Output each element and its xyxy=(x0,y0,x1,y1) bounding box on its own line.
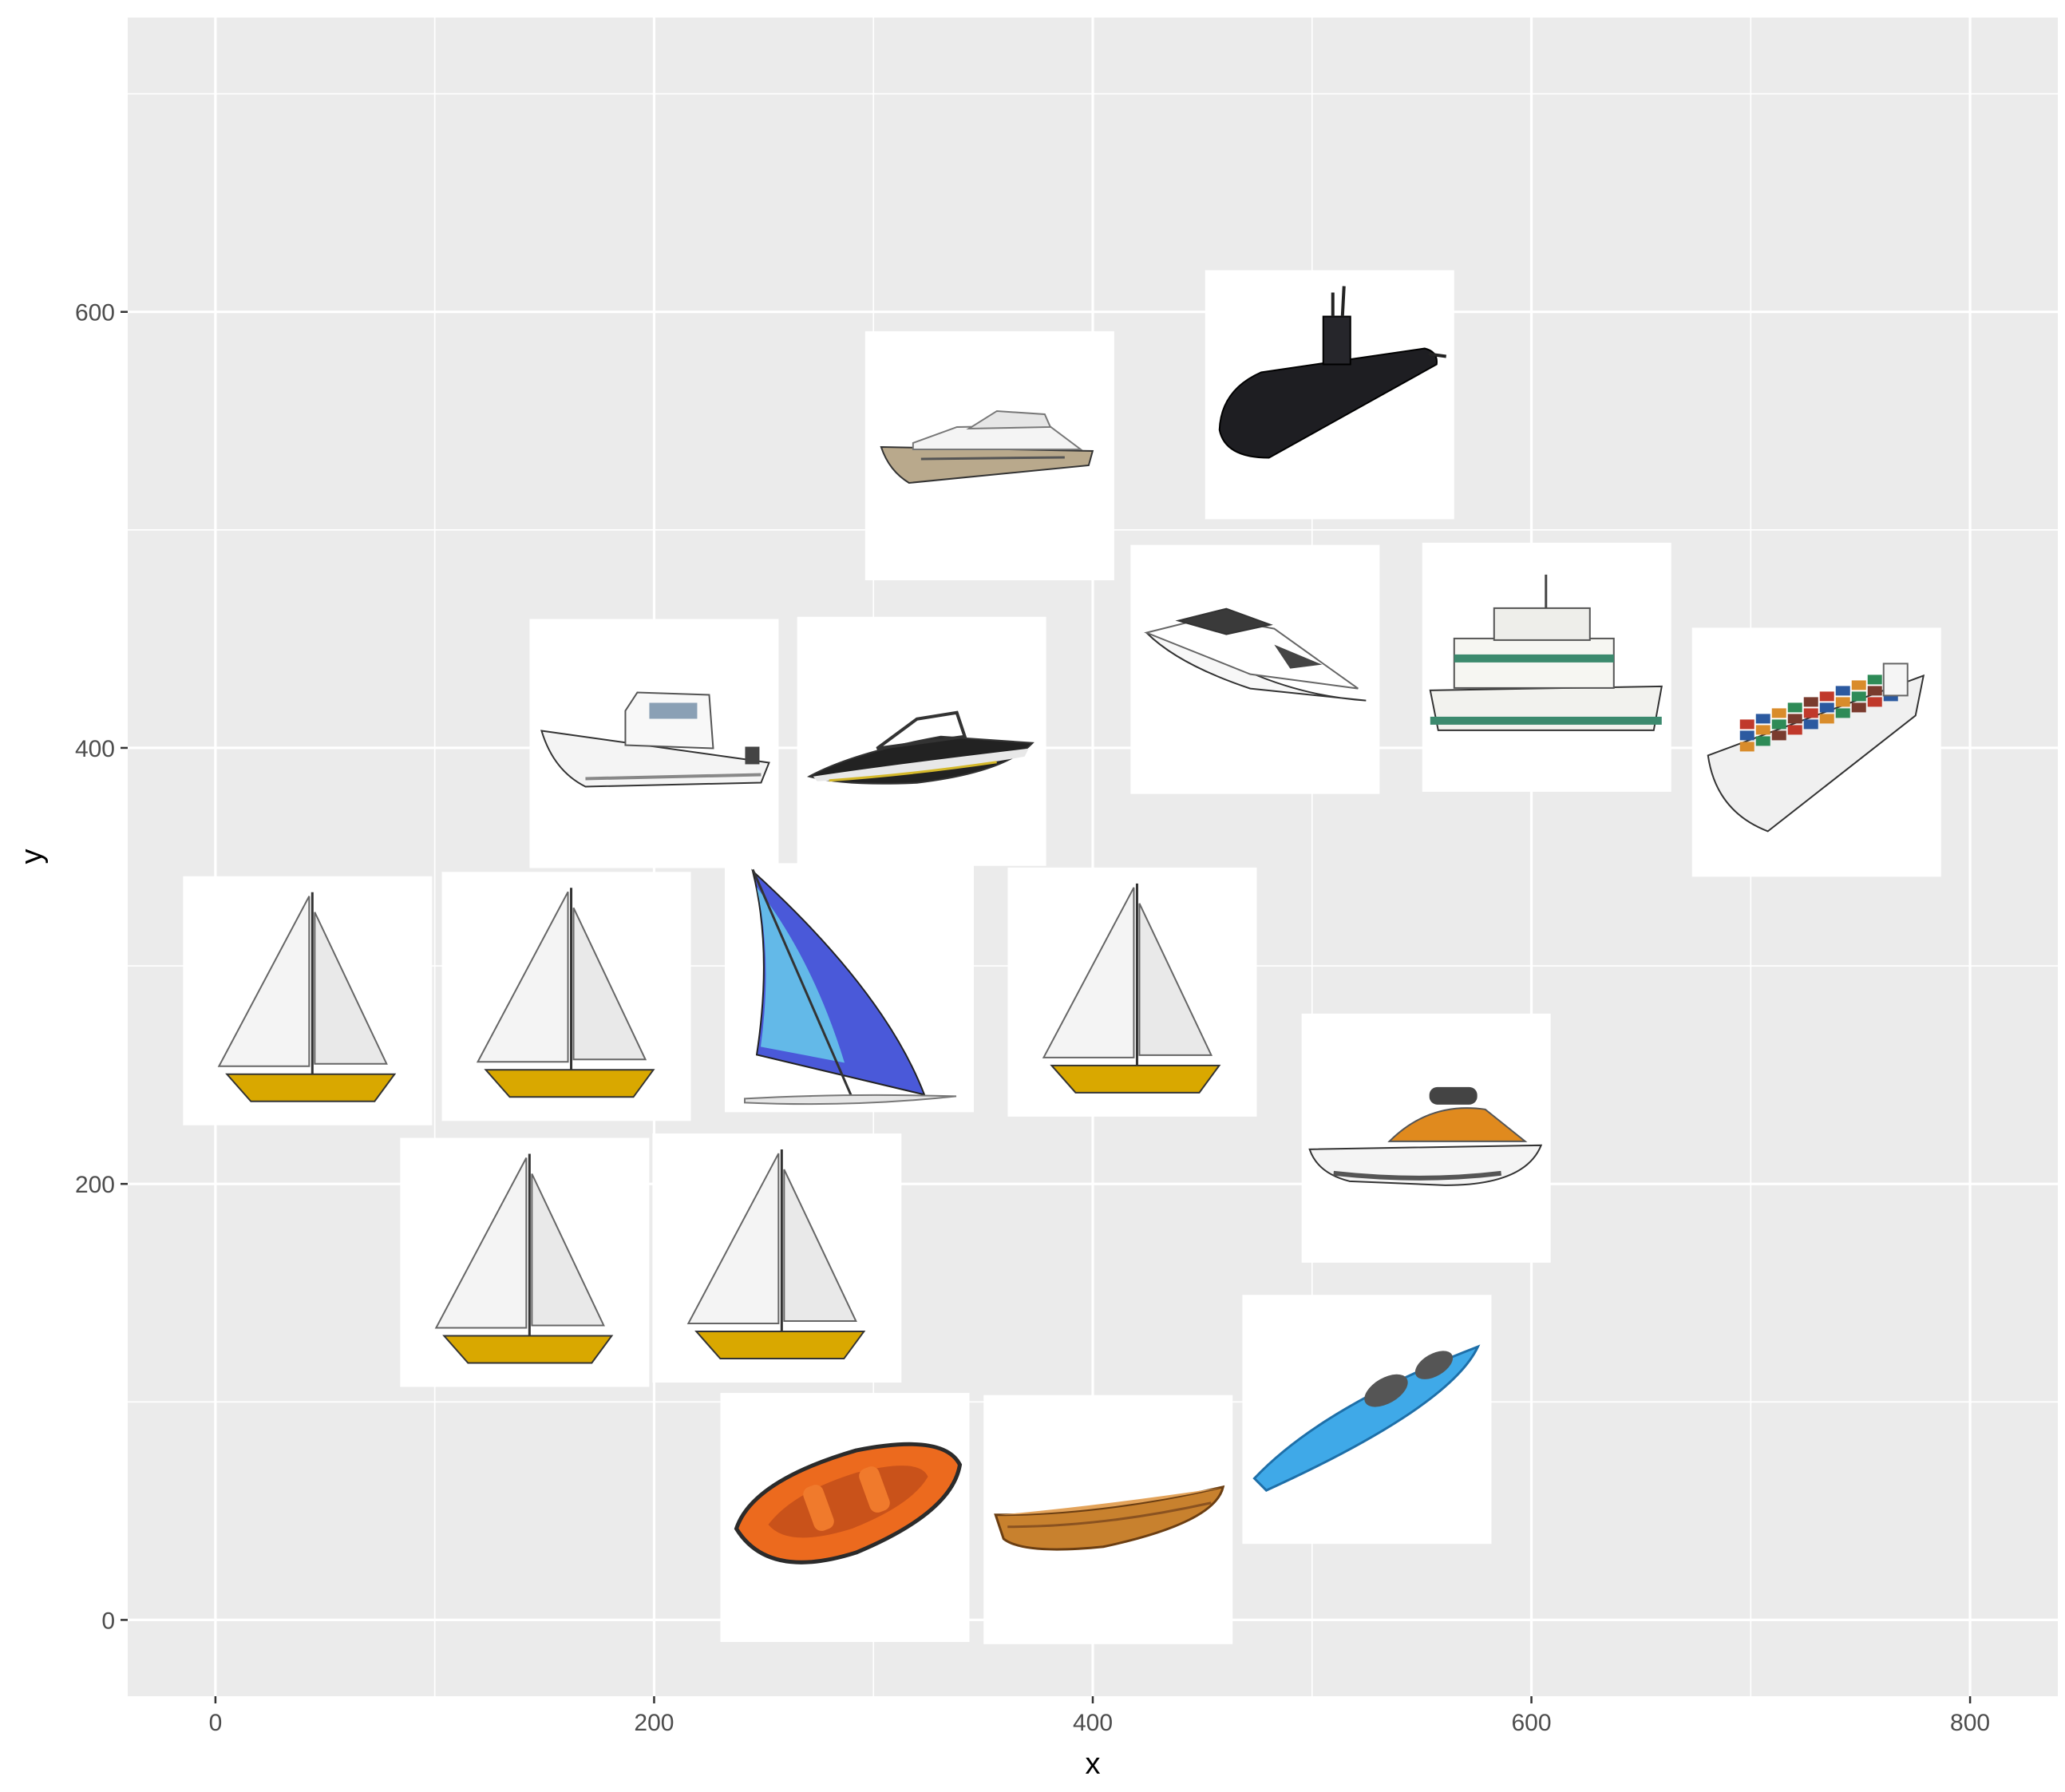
data-point xyxy=(1130,544,1380,794)
x-tick-label: 200 xyxy=(634,1710,674,1736)
sailboat-icon xyxy=(434,1153,614,1364)
y-tick-label: 400 xyxy=(75,736,115,762)
x-tick-label: 400 xyxy=(1073,1710,1113,1736)
axis-ticks xyxy=(121,311,1972,1703)
y-axis-title: y xyxy=(15,849,49,864)
data-point xyxy=(983,1394,1233,1644)
sailboat-icon xyxy=(476,888,655,1098)
x-axis-title: x xyxy=(1086,1747,1101,1781)
x-axis-tick-labels: 0 200 400 600 800 xyxy=(209,1710,1991,1736)
fishing-boat-icon xyxy=(540,691,770,788)
windsurf-board-icon xyxy=(744,868,957,1106)
image-markers xyxy=(183,270,1941,1644)
ferry-icon xyxy=(1429,574,1663,731)
data-point xyxy=(400,1137,650,1387)
data-point xyxy=(1422,542,1671,792)
data-point xyxy=(183,876,433,1125)
luxury-yacht-icon xyxy=(1144,607,1367,702)
data-point xyxy=(1242,1295,1492,1545)
rowboat-icon xyxy=(994,1485,1225,1551)
x-tick-label: 0 xyxy=(209,1710,223,1736)
data-point xyxy=(720,1393,970,1643)
inflatable-raft-icon xyxy=(734,1442,963,1565)
data-point xyxy=(1205,270,1454,520)
y-tick-label: 200 xyxy=(75,1172,115,1198)
data-point xyxy=(1691,627,1941,877)
data-point xyxy=(1301,1013,1551,1263)
x-tick-label: 600 xyxy=(1512,1710,1552,1736)
submarine-icon xyxy=(1218,286,1447,459)
jet-ski-icon xyxy=(1308,1086,1543,1186)
y-axis-tick-labels: 0 200 400 600 xyxy=(75,300,115,1635)
data-point xyxy=(652,1133,902,1383)
speedboat-icon xyxy=(806,710,1034,785)
sailboat-icon xyxy=(217,892,397,1102)
data-point xyxy=(1007,867,1257,1117)
data-point xyxy=(797,616,1046,866)
sailboat-icon xyxy=(686,1149,866,1360)
x-tick-label: 800 xyxy=(1950,1710,1990,1736)
data-point xyxy=(529,619,779,868)
data-point xyxy=(725,863,975,1113)
motor-yacht-icon xyxy=(880,409,1094,484)
container-ship-icon xyxy=(1707,663,1925,833)
sailboat-icon xyxy=(1042,883,1221,1094)
kayak-icon xyxy=(1252,1344,1481,1492)
data-point xyxy=(864,330,1114,580)
data-point xyxy=(441,872,691,1121)
y-tick-label: 0 xyxy=(101,1608,115,1634)
y-tick-label: 600 xyxy=(75,300,115,326)
